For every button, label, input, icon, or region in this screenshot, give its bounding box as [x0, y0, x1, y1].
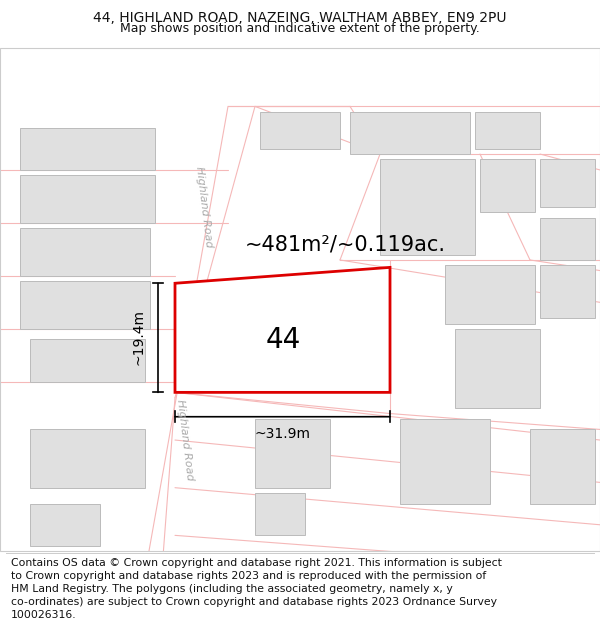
Polygon shape: [255, 297, 330, 361]
Polygon shape: [20, 281, 150, 329]
Polygon shape: [20, 127, 155, 170]
Text: Contains OS data © Crown copyright and database right 2021. This information is : Contains OS data © Crown copyright and d…: [11, 558, 502, 568]
Polygon shape: [30, 504, 100, 546]
Polygon shape: [260, 112, 340, 149]
Polygon shape: [455, 329, 540, 408]
Text: co-ordinates) are subject to Crown copyright and database rights 2023 Ordnance S: co-ordinates) are subject to Crown copyr…: [11, 597, 497, 607]
Text: 44: 44: [265, 326, 301, 354]
Polygon shape: [20, 175, 155, 223]
Polygon shape: [540, 217, 595, 260]
Text: ~481m²/~0.119ac.: ~481m²/~0.119ac.: [245, 234, 446, 254]
Text: 100026316.: 100026316.: [11, 609, 76, 619]
Text: Map shows position and indicative extent of the property.: Map shows position and indicative extent…: [120, 22, 480, 34]
Text: HM Land Registry. The polygons (including the associated geometry, namely x, y: HM Land Registry. The polygons (includin…: [11, 584, 452, 594]
Polygon shape: [255, 419, 330, 488]
Polygon shape: [20, 228, 150, 276]
Polygon shape: [255, 493, 305, 536]
Polygon shape: [350, 112, 470, 154]
Polygon shape: [175, 268, 390, 392]
Text: 44, HIGHLAND ROAD, NAZEING, WALTHAM ABBEY, EN9 2PU: 44, HIGHLAND ROAD, NAZEING, WALTHAM ABBE…: [93, 11, 507, 24]
Polygon shape: [445, 265, 535, 324]
Polygon shape: [480, 159, 535, 212]
Text: to Crown copyright and database rights 2023 and is reproduced with the permissio: to Crown copyright and database rights 2…: [11, 571, 486, 581]
Text: ~31.9m: ~31.9m: [255, 427, 311, 441]
Polygon shape: [380, 159, 475, 254]
Text: Highland Road: Highland Road: [175, 399, 195, 481]
Polygon shape: [530, 429, 595, 504]
Text: ~19.4m: ~19.4m: [131, 309, 145, 365]
Polygon shape: [540, 265, 595, 318]
Polygon shape: [475, 112, 540, 149]
Polygon shape: [30, 339, 145, 382]
Polygon shape: [30, 429, 145, 488]
Text: Highland Road: Highland Road: [194, 166, 214, 248]
Polygon shape: [400, 419, 490, 504]
Polygon shape: [540, 159, 595, 207]
